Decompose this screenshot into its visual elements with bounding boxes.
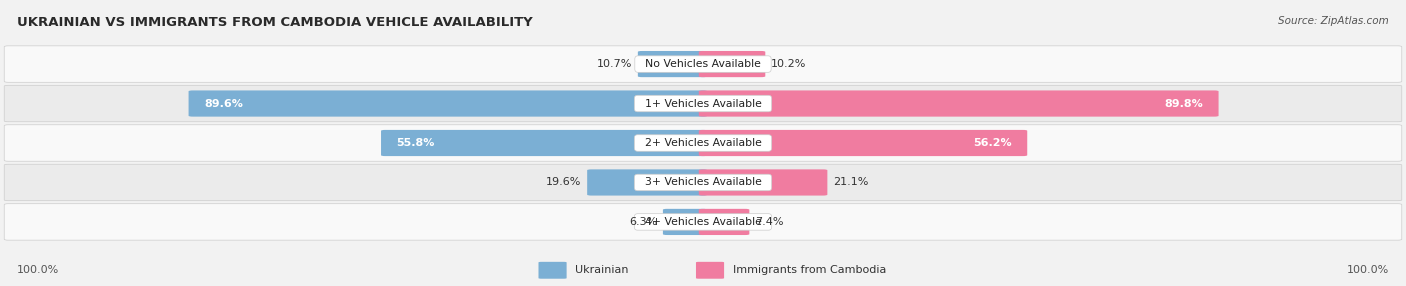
Text: 10.2%: 10.2% — [770, 59, 806, 69]
Text: 55.8%: 55.8% — [396, 138, 434, 148]
FancyBboxPatch shape — [699, 130, 1028, 156]
FancyBboxPatch shape — [699, 209, 749, 235]
FancyBboxPatch shape — [699, 90, 1219, 117]
Text: 7.4%: 7.4% — [755, 217, 783, 227]
Text: 89.6%: 89.6% — [204, 99, 243, 108]
Text: 56.2%: 56.2% — [973, 138, 1012, 148]
Text: 3+ Vehicles Available: 3+ Vehicles Available — [637, 178, 769, 187]
Text: 19.6%: 19.6% — [546, 178, 582, 187]
Text: 100.0%: 100.0% — [17, 265, 59, 275]
FancyBboxPatch shape — [381, 130, 707, 156]
FancyBboxPatch shape — [588, 169, 707, 196]
Text: Immigrants from Cambodia: Immigrants from Cambodia — [733, 265, 886, 275]
FancyBboxPatch shape — [662, 209, 707, 235]
Text: 1+ Vehicles Available: 1+ Vehicles Available — [637, 99, 769, 108]
Text: Ukrainian: Ukrainian — [575, 265, 628, 275]
FancyBboxPatch shape — [4, 85, 1402, 122]
Text: No Vehicles Available: No Vehicles Available — [638, 59, 768, 69]
FancyBboxPatch shape — [4, 125, 1402, 161]
Text: 2+ Vehicles Available: 2+ Vehicles Available — [637, 138, 769, 148]
Text: 6.3%: 6.3% — [628, 217, 657, 227]
Text: UKRAINIAN VS IMMIGRANTS FROM CAMBODIA VEHICLE AVAILABILITY: UKRAINIAN VS IMMIGRANTS FROM CAMBODIA VE… — [17, 16, 533, 29]
FancyBboxPatch shape — [4, 46, 1402, 82]
FancyBboxPatch shape — [699, 169, 827, 196]
FancyBboxPatch shape — [4, 164, 1402, 201]
Text: 4+ Vehicles Available: 4+ Vehicles Available — [637, 217, 769, 227]
FancyBboxPatch shape — [188, 90, 707, 117]
Text: 21.1%: 21.1% — [832, 178, 869, 187]
Text: 100.0%: 100.0% — [1347, 265, 1389, 275]
FancyBboxPatch shape — [638, 51, 707, 77]
FancyBboxPatch shape — [4, 204, 1402, 240]
Text: 89.8%: 89.8% — [1164, 99, 1204, 108]
Text: Source: ZipAtlas.com: Source: ZipAtlas.com — [1278, 16, 1389, 26]
Text: 10.7%: 10.7% — [598, 59, 633, 69]
FancyBboxPatch shape — [699, 51, 765, 77]
FancyBboxPatch shape — [696, 262, 724, 279]
FancyBboxPatch shape — [538, 262, 567, 279]
